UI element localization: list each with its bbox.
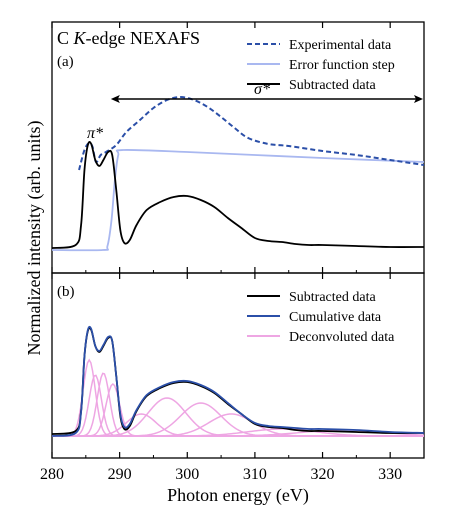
series-a-error-function-step (52, 149, 424, 252)
legend-label-subtracted-a: Subtracted data (289, 78, 376, 93)
sigma-star-arrow (110, 95, 423, 103)
sigma-arrow-head-left (110, 95, 120, 103)
x-tick-label: 310 (243, 466, 267, 483)
sigma-arrow-head-right (414, 95, 423, 103)
legend-label-subtracted-b: Subtracted data (289, 290, 376, 305)
series-b-cumulative-data (52, 325, 424, 437)
x-tick-label: 320 (311, 466, 335, 483)
title-italic-k: K (73, 28, 87, 48)
x-tick-label: 300 (175, 466, 199, 483)
panel-b-frame (51, 272, 425, 459)
legend-label-error-step: Error function step (289, 58, 395, 73)
series-a-experimental-data (78, 96, 424, 171)
x-tick-label: 290 (108, 466, 132, 483)
panel-b-curves (52, 325, 424, 437)
pi-star-annotation: π* (87, 125, 103, 142)
legend-label-deconvoluted: Deconvoluted data (289, 330, 395, 345)
y-axis-title: Normalized intensity (arb. units) (24, 121, 45, 356)
panel-b-legend: Subtracted data Cumulative data Deconvol… (247, 290, 395, 345)
x-tick-label: 280 (40, 466, 64, 483)
title-suffix: -edge NEXAFS (86, 28, 201, 48)
legend-label-experimental: Experimental data (289, 38, 392, 53)
panel-a-label: (a) (57, 54, 74, 70)
x-tick-label: 330 (378, 466, 402, 483)
x-axis-ticks: 280 290 300 310 320 330 (40, 22, 402, 483)
legend-label-cumulative: Cumulative data (289, 310, 382, 325)
sigma-star-annotation: σ* (254, 81, 270, 98)
series-a-subtracted-data (52, 141, 424, 249)
x-axis-title: Photon energy (eV) (167, 485, 309, 506)
panel-a-curves (52, 96, 424, 252)
panel-b-label: (b) (57, 284, 75, 300)
title-prefix: C (57, 28, 74, 48)
panel-a-title: C K-edge NEXAFS (57, 28, 200, 48)
panel-a-legend: Experimental data Error function step Su… (247, 38, 395, 93)
